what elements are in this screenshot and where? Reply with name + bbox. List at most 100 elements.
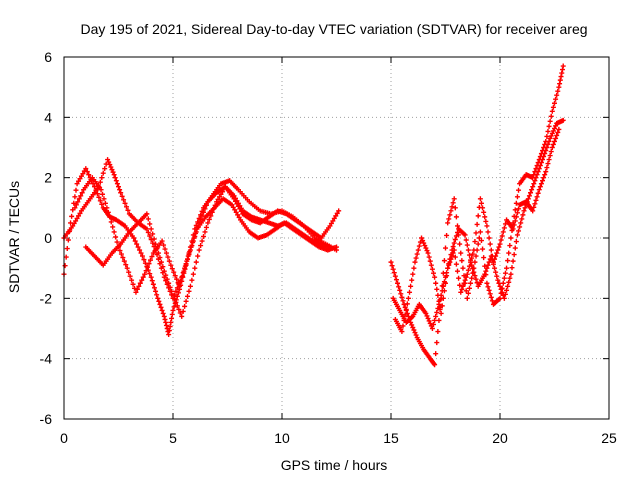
- data-point: [175, 280, 181, 286]
- data-point: [484, 265, 490, 271]
- data-point: [475, 213, 481, 219]
- data-point: [328, 220, 334, 226]
- data-point: [560, 117, 566, 123]
- data-point: [235, 200, 241, 206]
- data-point: [466, 252, 472, 258]
- data-point: [531, 181, 537, 187]
- data-point: [63, 254, 69, 260]
- data-point: [111, 172, 117, 178]
- data-point: [408, 283, 414, 289]
- data-point: [547, 118, 553, 124]
- data-point: [97, 198, 103, 204]
- data-point: [74, 215, 80, 221]
- series-track-c: [72, 175, 339, 295]
- data-point: [548, 133, 554, 139]
- data-point: [537, 163, 543, 169]
- data-point: [460, 265, 466, 271]
- data-point: [448, 208, 454, 214]
- data-point: [145, 216, 151, 222]
- data-point: [532, 178, 538, 184]
- data-point: [201, 209, 207, 215]
- data-point: [86, 172, 92, 178]
- data-point: [419, 235, 425, 241]
- data-point: [183, 298, 189, 304]
- data-point: [121, 258, 127, 264]
- data-point: [148, 226, 154, 232]
- data-point: [100, 170, 106, 176]
- data-point: [399, 294, 405, 300]
- data-point: [130, 281, 136, 287]
- data-point: [451, 240, 457, 246]
- data-point: [195, 253, 201, 259]
- data-point: [486, 259, 492, 265]
- data-point: [147, 271, 153, 277]
- data-point: [439, 303, 445, 309]
- data-point: [499, 233, 505, 239]
- data-point: [413, 332, 419, 338]
- series-track-d: [83, 184, 333, 319]
- data-point: [454, 268, 460, 274]
- data-point: [79, 190, 85, 196]
- data-point: [162, 246, 168, 252]
- data-point: [167, 323, 173, 329]
- data-point: [234, 198, 240, 204]
- data-point: [502, 221, 508, 227]
- data-point: [505, 283, 511, 289]
- data-point: [159, 238, 165, 244]
- data-point: [230, 204, 236, 210]
- data-point: [432, 274, 438, 280]
- data-point: [493, 269, 499, 275]
- data-point: [458, 250, 464, 256]
- data-point: [135, 244, 141, 250]
- y-tick-label: -6: [40, 411, 53, 427]
- data-point: [536, 187, 542, 193]
- data-point: [134, 286, 140, 292]
- data-point: [184, 258, 190, 264]
- data-point: [538, 181, 544, 187]
- data-point: [462, 277, 468, 283]
- data-point: [166, 328, 172, 334]
- data-point: [484, 223, 490, 229]
- data-point: [75, 199, 81, 205]
- data-point: [139, 277, 145, 283]
- data-point: [117, 248, 123, 254]
- data-point: [512, 218, 518, 224]
- data-point: [209, 209, 215, 215]
- data-point: [487, 241, 493, 247]
- data-point: [445, 265, 451, 271]
- data-point: [145, 229, 151, 235]
- data-point: [233, 209, 239, 215]
- data-point: [424, 248, 430, 254]
- data-point: [427, 320, 433, 326]
- data-point: [449, 253, 455, 259]
- data-point: [177, 283, 183, 289]
- data-point: [102, 166, 108, 172]
- data-point: [388, 259, 394, 265]
- data-point: [179, 313, 185, 319]
- data-point: [169, 315, 175, 321]
- data-point: [521, 208, 527, 214]
- data-point: [506, 250, 512, 256]
- data-point: [180, 308, 186, 314]
- data-point: [457, 241, 463, 247]
- data-point: [147, 257, 153, 263]
- data-point: [518, 220, 524, 226]
- data-point: [473, 253, 479, 259]
- data-point: [166, 258, 172, 264]
- grid-lines: [64, 57, 609, 419]
- data-point: [140, 274, 146, 280]
- data-point: [155, 295, 161, 301]
- data-point: [119, 193, 125, 199]
- data-point: [435, 329, 441, 335]
- data-point: [477, 196, 483, 202]
- data-point: [157, 255, 163, 261]
- data-point: [150, 281, 156, 287]
- data-point: [433, 313, 439, 319]
- data-point: [157, 301, 163, 307]
- data-point: [336, 208, 342, 214]
- data-point: [550, 104, 556, 110]
- data-point: [446, 216, 452, 222]
- series-track-e: [388, 63, 566, 368]
- data-point: [78, 193, 84, 199]
- data-point: [160, 264, 166, 270]
